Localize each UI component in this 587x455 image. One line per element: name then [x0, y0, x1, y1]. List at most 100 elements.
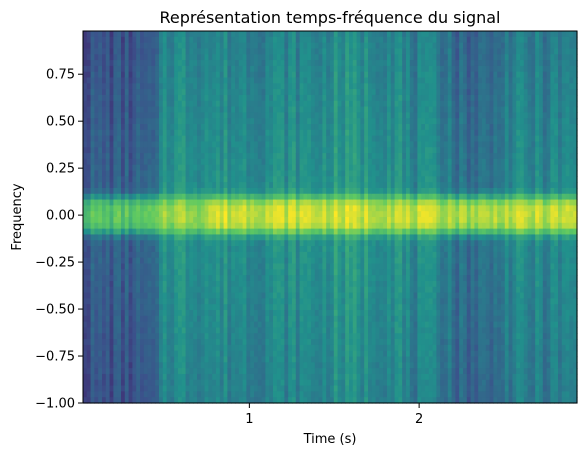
spectrogram-cell	[181, 327, 187, 334]
spectrogram-cell	[371, 385, 377, 392]
spectrogram-cell	[216, 211, 221, 218]
spectrogram-cell	[299, 391, 304, 398]
spectrogram-cell	[105, 286, 111, 294]
spectrogram-cell	[273, 71, 278, 79]
spectrogram-cell	[231, 286, 236, 294]
spectrogram-cell	[231, 333, 236, 340]
spectrogram-cell	[375, 310, 380, 317]
spectrogram-cell	[311, 83, 316, 90]
spectrogram-cell	[288, 362, 293, 369]
spectrogram-cell	[238, 153, 244, 160]
spectrogram-cell	[330, 339, 335, 346]
spectrogram-cell	[227, 280, 232, 288]
spectrogram-cell	[337, 164, 342, 172]
spectrogram-cell	[261, 48, 266, 55]
spectrogram-cell	[368, 60, 373, 67]
spectrogram-cell	[257, 339, 263, 346]
spectrogram-cell	[143, 147, 149, 154]
spectrogram-cell	[185, 368, 190, 375]
spectrogram-cell	[86, 135, 92, 143]
spectrogram-cell	[349, 391, 354, 398]
spectrogram-cell	[265, 106, 270, 113]
spectrogram-cell	[170, 94, 175, 102]
spectrogram-cell	[159, 31, 164, 38]
spectrogram-cell	[360, 129, 365, 137]
spectrogram-cell	[94, 141, 99, 148]
spectrogram-cell	[330, 54, 335, 61]
spectrogram-cell	[109, 187, 114, 195]
spectrogram-cell	[159, 310, 164, 317]
spectrogram-cell	[280, 385, 285, 392]
spectrogram-cell	[94, 228, 99, 236]
spectrogram-cell	[117, 292, 122, 299]
spectrogram-cell	[140, 263, 145, 270]
spectrogram-cell	[208, 182, 213, 189]
spectrogram-cell	[356, 350, 361, 358]
spectrogram-cell	[147, 286, 152, 294]
spectrogram-cell	[197, 42, 202, 50]
spectrogram-cell	[181, 222, 187, 230]
spectrogram-cell	[83, 251, 88, 259]
spectrogram-cell	[102, 182, 107, 189]
spectrogram-cell	[90, 379, 95, 387]
spectrogram-cell	[371, 158, 377, 166]
spectrogram-cell	[151, 153, 156, 160]
spectrogram-cell	[102, 187, 107, 195]
spectrogram-cell	[170, 153, 175, 160]
spectrogram-cell	[223, 153, 228, 160]
spectrogram-cell	[295, 373, 301, 381]
spectrogram-cell	[284, 176, 289, 183]
spectrogram-cell	[185, 286, 190, 294]
spectrogram-cell	[326, 89, 331, 96]
spectrogram-cell	[265, 124, 270, 131]
spectrogram-cell	[254, 65, 259, 73]
spectrogram-cell	[109, 373, 114, 381]
spectrogram-cell	[265, 100, 270, 108]
spectrogram-cell	[189, 321, 194, 329]
spectrogram-cell	[151, 315, 156, 323]
spectrogram-cell	[204, 292, 209, 299]
spectrogram-cell	[368, 240, 373, 247]
spectrogram-cell	[147, 397, 152, 404]
spectrogram-cell	[121, 280, 126, 288]
spectrogram-cell	[330, 251, 335, 259]
spectrogram-cell	[159, 333, 164, 340]
spectrogram-cell	[170, 280, 175, 288]
spectrogram-cell	[204, 112, 209, 119]
spectrogram-cell	[223, 164, 228, 172]
spectrogram-cell	[322, 193, 327, 201]
spectrogram-cell	[371, 356, 377, 363]
spectrogram-cell	[140, 286, 145, 294]
spectrogram-cell	[345, 228, 350, 236]
spectrogram-cell	[136, 42, 141, 50]
spectrogram-cell	[216, 344, 221, 352]
spectrogram-cell	[284, 234, 289, 241]
spectrogram-cell	[94, 106, 99, 113]
spectrogram-cell	[292, 304, 297, 311]
spectrogram-cell	[98, 269, 103, 276]
spectrogram-cell	[193, 31, 198, 38]
spectrogram-cell	[166, 379, 171, 387]
spectrogram-cell	[360, 263, 365, 270]
spectrogram-cell	[83, 48, 88, 55]
spectrogram-cell	[185, 60, 190, 67]
spectrogram-cell	[318, 315, 323, 323]
spectrogram-cell	[375, 240, 380, 247]
spectrogram-cell	[284, 280, 289, 288]
spectrogram-cell	[151, 333, 156, 340]
spectrogram-cell	[159, 217, 164, 224]
spectrogram-cell	[227, 135, 232, 143]
spectrogram-cell	[200, 158, 206, 166]
spectrogram-cell	[94, 339, 99, 346]
spectrogram-cell	[341, 280, 346, 288]
spectrogram-cell	[117, 397, 122, 404]
spectrogram-cell	[98, 327, 103, 334]
spectrogram-cell	[147, 222, 152, 230]
spectrogram-cell	[322, 187, 327, 195]
spectrogram-cell	[143, 286, 149, 294]
spectrogram-cell	[132, 199, 137, 206]
spectrogram-cell	[124, 339, 130, 346]
spectrogram-cell	[181, 368, 187, 375]
spectrogram-cell	[147, 234, 152, 241]
spectrogram-cell	[189, 211, 194, 218]
